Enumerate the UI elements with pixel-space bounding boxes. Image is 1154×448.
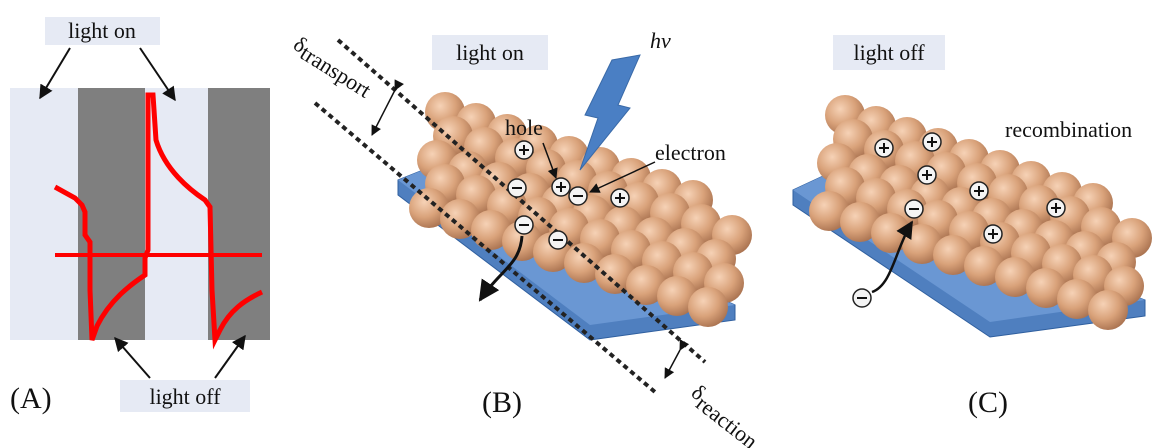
thickness-arrow — [665, 350, 680, 378]
panel-a: light on light off (A) — [10, 17, 270, 415]
dark-band — [208, 88, 270, 340]
reaction-label: δreaction — [683, 379, 766, 448]
particle — [688, 287, 728, 327]
panel-label: (C) — [968, 386, 1008, 419]
hv-label: hv — [650, 28, 671, 53]
thickness-arrow — [372, 90, 395, 135]
light-off-label: light off — [149, 384, 221, 409]
light-on-label: light on — [68, 18, 136, 43]
arrow — [215, 336, 245, 378]
light-off-label: light off — [853, 40, 925, 65]
panel-label: (B) — [482, 386, 522, 419]
particle — [1088, 290, 1128, 330]
subscript: reaction — [691, 390, 762, 448]
light-on-label: light on — [456, 40, 524, 65]
figure: light on light off (A) δtransport δreact… — [0, 0, 1154, 448]
arrow — [115, 338, 150, 378]
electron-label: electron — [655, 140, 726, 165]
light-band — [10, 88, 78, 340]
panel-label: (A) — [10, 382, 52, 415]
transport-label: δtransport — [287, 31, 377, 103]
subscript: transport — [296, 40, 376, 103]
hole-label: hole — [505, 115, 543, 140]
recombination-label: recombination — [1005, 117, 1132, 142]
